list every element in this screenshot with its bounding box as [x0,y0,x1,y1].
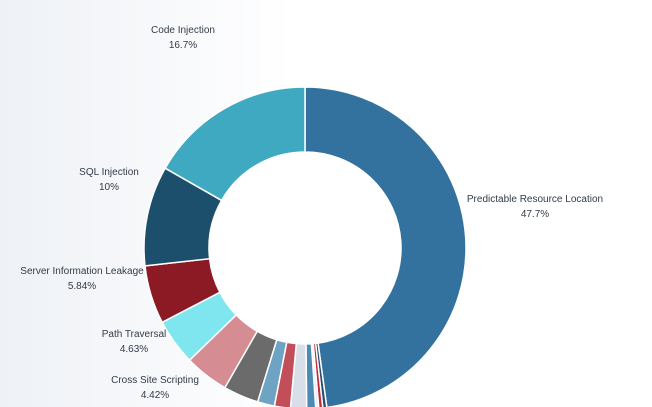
slice-label-server-information-leakage: Server Information Leakage [20,266,144,277]
slice-label-code-injection: Code Injection [151,25,215,36]
slice-value-cross-site-scripting: 4.42% [141,390,169,401]
slice-value-sql-injection: 10% [99,182,119,193]
slice-predictable-resource-location[interactable] [304,86,467,407]
slice-value-code-injection: 16.7% [169,40,197,51]
slice-label-cross-site-scripting: Cross Site Scripting [111,375,199,386]
slice-label-path-traversal: Path Traversal [102,329,166,340]
slice-value-server-information-leakage: 5.84% [68,281,96,292]
slice-code-injection[interactable] [164,86,306,202]
slice-value-predictable-resource-location: 47.7% [521,209,549,220]
slice-value-path-traversal: 4.63% [120,344,148,355]
slice-label-sql-injection: SQL Injection [79,167,139,178]
donut-hole [209,152,401,344]
slice-label-predictable-resource-location: Predictable Resource Location [467,194,603,205]
